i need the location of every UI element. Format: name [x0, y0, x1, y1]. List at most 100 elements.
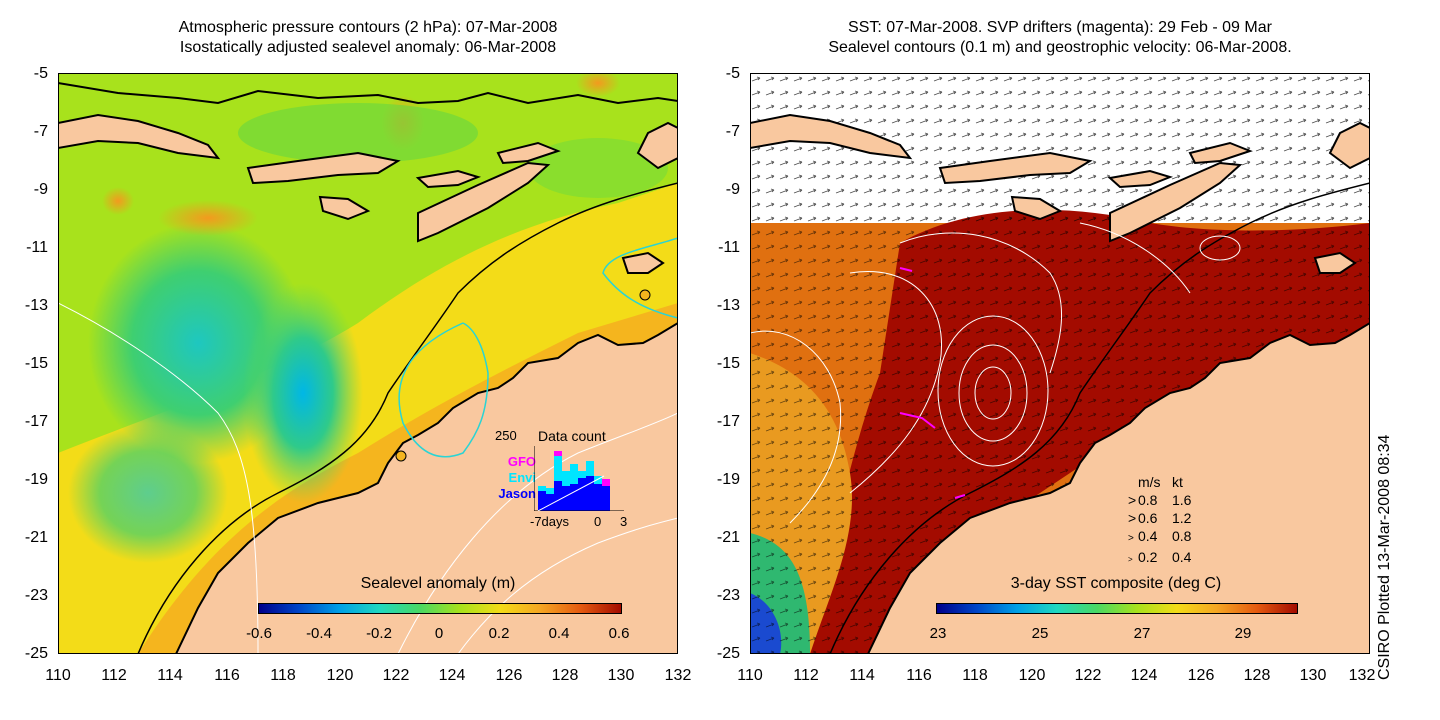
australia-land — [174, 321, 678, 654]
y-tick-label: -23 — [24, 587, 48, 604]
x-tick-label: 120 — [326, 667, 354, 684]
x-tick-label: 114 — [157, 667, 183, 684]
right-title-line1: SST: 07-Mar-2008. SVP drifters (magenta)… — [848, 19, 1272, 36]
right-colorbar — [936, 603, 1298, 614]
australia-land-sst — [866, 321, 1370, 654]
y-tick-label: -9 — [33, 181, 48, 198]
x-tick-label: 112 — [101, 667, 127, 684]
y-tick-label: -7 — [725, 123, 740, 140]
green-patch-north — [238, 103, 478, 163]
pressure-contour-3 — [457, 517, 678, 654]
x-tick-label: 110 — [45, 667, 71, 684]
left-title-line2: Isostatically adjusted sealevel anomaly:… — [179, 39, 557, 56]
y-tick-label: -17 — [716, 413, 740, 430]
y-tick-label: -23 — [716, 587, 740, 604]
y-tick-label: -7 — [33, 123, 48, 140]
x-tick-label: 124 — [1130, 667, 1158, 684]
x-tick-label: 128 — [1243, 667, 1271, 684]
left-cb-tick: 0 — [434, 625, 444, 642]
x-tick-label: 122 — [382, 667, 410, 684]
y-tick-label: -21 — [716, 529, 740, 546]
x-tick-label: 112 — [793, 667, 819, 684]
left-panel-title: Atmospheric pressure contours (2 hPa): 0… — [58, 18, 678, 58]
left-cb-tick: -0.2 — [366, 625, 392, 642]
x-tick-label: 116 — [906, 667, 932, 684]
pressure-contour-1 — [58, 302, 259, 654]
inset-x-label-end: 3 — [620, 514, 628, 529]
x-tick-label: 110 — [737, 667, 763, 684]
velocity-arrows-north — [750, 73, 1370, 223]
x-tick-label: 128 — [551, 667, 579, 684]
high-anomaly-4 — [576, 73, 620, 97]
left-cb-tick: -0.4 — [306, 625, 332, 642]
pressure-contour-2 — [397, 412, 678, 654]
y-tick-label: -19 — [24, 471, 48, 488]
low-anomaly-south — [68, 423, 228, 563]
left-cb-tick: 0.4 — [548, 625, 570, 642]
arrow-icon: > — [1128, 555, 1133, 564]
y-tick-label: -5 — [33, 65, 48, 82]
right-cb-tick: 29 — [1234, 625, 1252, 642]
inset-histogram — [534, 446, 624, 511]
x-tick-label: 122 — [1074, 667, 1102, 684]
plot-credit: CSIRO Plotted 13-Mar-2008 08:34 — [1376, 434, 1393, 680]
y-tick-label: -15 — [716, 355, 740, 372]
indonesian-islands-sst — [750, 113, 1370, 274]
green-patch-northeast — [528, 138, 668, 198]
right-colorbar-title: 3-day SST composite (deg C) — [1010, 575, 1222, 592]
left-cb-tick: 0.6 — [608, 625, 630, 642]
inset-title: Data count — [538, 428, 606, 444]
right-cb-tick: 23 — [929, 625, 947, 642]
tide-gauge-marker-2 — [639, 289, 651, 301]
left-colorbar — [258, 603, 622, 614]
sealevel-contours — [750, 222, 1241, 524]
arrow-icon: > — [1128, 533, 1134, 544]
right-title-line2: Sealevel contours (0.1 m) and geostrophi… — [828, 39, 1292, 56]
x-tick-label: 126 — [495, 667, 523, 684]
tide-gauge-marker-1 — [395, 450, 407, 462]
left-colorbar-title: Sealevel anomaly (m) — [360, 575, 516, 592]
y-tick-label: -13 — [24, 297, 48, 314]
x-tick-label: 114 — [849, 667, 875, 684]
y-tick-label: -9 — [725, 181, 740, 198]
velocity-legend-row: >0.8 1.6 — [1128, 492, 1192, 508]
northern-coastline — [58, 82, 678, 105]
sst-map: m/s kt >0.8 1.6 >0.6 1.2 >0.4 0.8 >0.2 0.4 3-… — [750, 73, 1370, 654]
altimeter-track-2 — [602, 237, 678, 319]
svp-drifter-tracks — [899, 267, 966, 499]
right-cb-tick: 25 — [1031, 625, 1049, 642]
x-tick-label: 118 — [962, 667, 988, 684]
legend-gfo: GFO — [507, 454, 536, 469]
y-tick-label: -21 — [24, 529, 48, 546]
inset-x-label-zero: 0 — [594, 514, 602, 529]
y-tick-label: -5 — [725, 65, 740, 82]
y-tick-label: -25 — [24, 645, 48, 662]
arrow-icon: > — [1128, 492, 1137, 508]
shelf-contour-sst — [829, 182, 1370, 654]
left-cb-tick: 0.2 — [488, 625, 510, 642]
high-anomaly-3 — [102, 187, 134, 215]
legend-header-ms: m/s — [1138, 474, 1161, 490]
x-tick-label: 130 — [607, 667, 635, 684]
right-cb-tick: 27 — [1133, 625, 1151, 642]
inset-x-label-start: -7days — [530, 514, 570, 529]
velocity-legend-row: >0.2 0.4 — [1128, 548, 1238, 569]
x-tick-label: 116 — [214, 667, 240, 684]
histogram-bars — [538, 451, 610, 511]
y-tick-label: -11 — [26, 239, 48, 256]
x-tick-label: 126 — [1187, 667, 1215, 684]
y-tick-label: -15 — [24, 355, 48, 372]
left-cb-tick: -0.6 — [246, 625, 272, 642]
inset-ymax-label: 250 — [495, 428, 517, 443]
y-tick-label: -11 — [718, 239, 740, 256]
x-tick-label: 118 — [270, 667, 296, 684]
data-count-inset: 250 Data count GFO Envi Jason -7days — [490, 426, 640, 531]
x-tick-label: 132 — [664, 667, 692, 684]
arrow-icon: > — [1128, 510, 1137, 526]
velocity-legend-row: >0.6 1.2 — [1128, 510, 1192, 526]
right-panel-title: SST: 07-Mar-2008. SVP drifters (magenta)… — [750, 18, 1370, 58]
legend-envi: Envi — [508, 470, 536, 485]
left-title-line1: Atmospheric pressure contours (2 hPa): 0… — [178, 19, 558, 36]
low-anomaly-center — [243, 283, 363, 503]
sealevel-anomaly-map: 250 Data count GFO Envi Jason -7days — [58, 73, 678, 654]
